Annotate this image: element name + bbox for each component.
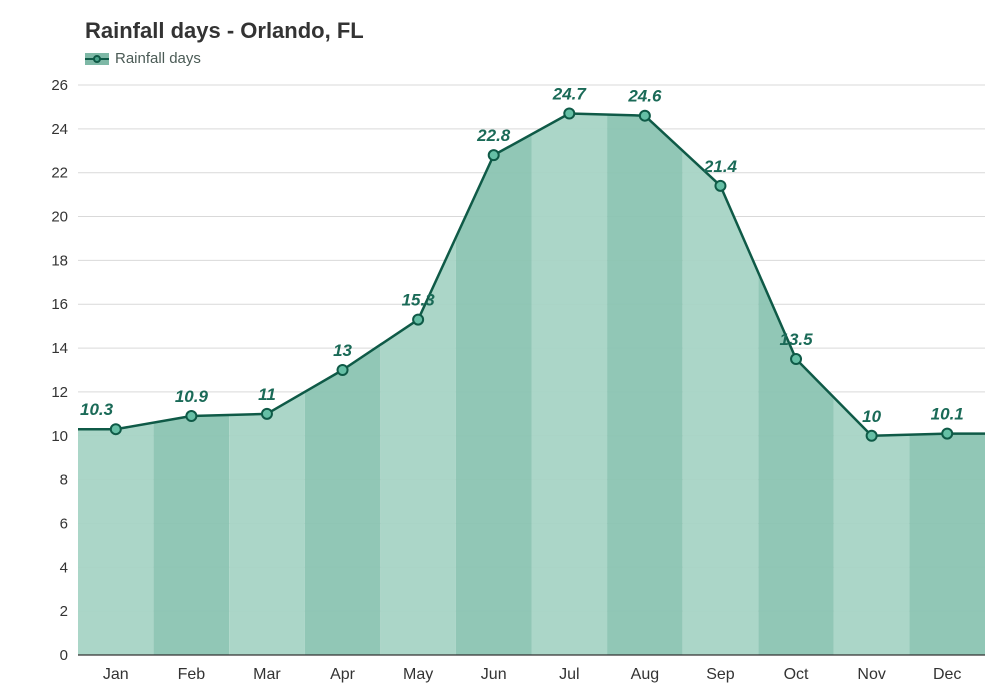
x-tick-label: Nov: [857, 666, 885, 683]
data-point: [262, 409, 272, 419]
data-point: [715, 181, 725, 191]
chart-title: Rainfall days - Orlando, FL: [85, 18, 364, 44]
x-tick-label: Oct: [784, 666, 809, 683]
legend-swatch: [85, 53, 109, 65]
data-point: [791, 354, 801, 364]
x-tick-label: Feb: [178, 666, 206, 683]
y-tick-label: 20: [51, 209, 68, 226]
y-tick-label: 2: [60, 603, 68, 620]
chart-svg: 0246810121416182022242610.310.9111315.32…: [0, 0, 1000, 700]
data-label: 10.1: [931, 405, 964, 424]
x-tick-label: Mar: [253, 666, 281, 683]
x-tick-label: Sep: [706, 666, 735, 683]
x-tick-label: Aug: [631, 666, 659, 683]
y-tick-label: 6: [60, 515, 68, 532]
data-label: 15.3: [402, 291, 436, 310]
data-point: [942, 429, 952, 439]
y-tick-label: 12: [51, 384, 68, 401]
data-label: 13: [333, 341, 352, 360]
data-point: [489, 150, 499, 160]
data-label: 10: [862, 407, 881, 426]
x-tick-label: May: [403, 666, 433, 683]
data-point: [564, 109, 574, 119]
legend: Rainfall days: [85, 50, 201, 67]
x-tick-label: Jul: [559, 666, 579, 683]
y-tick-label: 14: [51, 340, 68, 357]
data-label: 21.4: [703, 157, 738, 176]
y-tick-label: 18: [51, 252, 68, 269]
data-point: [111, 424, 121, 434]
y-tick-label: 26: [51, 77, 68, 94]
data-point: [186, 411, 196, 421]
y-tick-label: 0: [60, 647, 68, 664]
data-point: [867, 431, 877, 441]
x-tick-label: Apr: [330, 666, 356, 683]
data-point: [413, 315, 423, 325]
y-tick-label: 10: [51, 428, 68, 445]
legend-label: Rainfall days: [115, 50, 201, 67]
y-tick-label: 22: [51, 165, 68, 182]
data-label: 24.6: [627, 87, 662, 106]
x-tick-label: Dec: [933, 666, 961, 683]
y-tick-label: 24: [51, 121, 68, 138]
data-point: [338, 365, 348, 375]
y-tick-label: 16: [51, 296, 68, 313]
rainfall-chart: Rainfall days - Orlando, FL Rainfall day…: [0, 0, 1000, 700]
legend-swatch-dot: [93, 55, 101, 63]
data-point: [640, 111, 650, 121]
data-label: 13.5: [779, 330, 813, 349]
data-label: 11: [258, 385, 276, 404]
x-tick-label: Jan: [103, 666, 129, 683]
data-label: 10.9: [175, 387, 209, 406]
y-tick-label: 4: [60, 559, 68, 576]
data-label: 10.3: [80, 400, 114, 419]
data-label: 24.7: [552, 85, 588, 104]
y-tick-label: 8: [60, 472, 68, 489]
x-tick-label: Jun: [481, 666, 507, 683]
data-label: 22.8: [476, 126, 511, 145]
